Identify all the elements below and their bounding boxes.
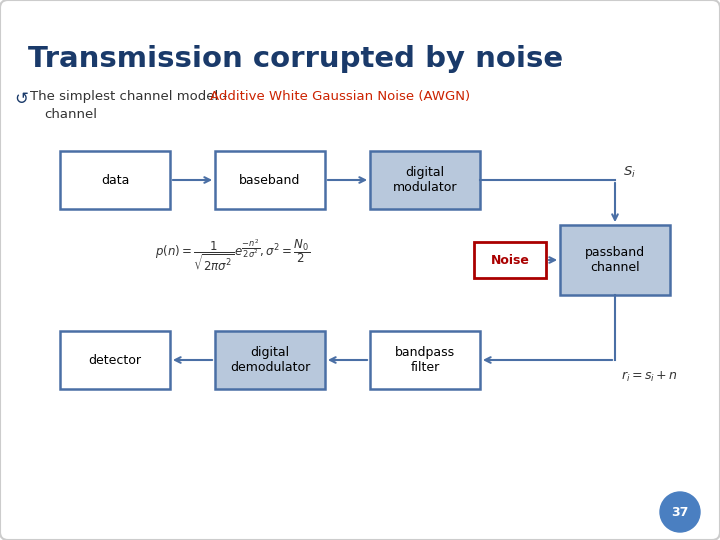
Text: $p(n) = \dfrac{1}{\sqrt{2\pi\sigma^2}} e^{\dfrac{-n^2}{2\sigma^2}}, \sigma^2 = \: $p(n) = \dfrac{1}{\sqrt{2\pi\sigma^2}} e… (155, 237, 310, 273)
Text: baseband: baseband (239, 173, 301, 186)
Text: digital
modulator: digital modulator (392, 166, 457, 194)
Text: $S_i$: $S_i$ (623, 165, 636, 180)
Text: bandpass
filter: bandpass filter (395, 346, 455, 374)
Text: Additive White Gaussian Noise (AWGN): Additive White Gaussian Noise (AWGN) (210, 90, 470, 103)
Text: passband
channel: passband channel (585, 246, 645, 274)
Text: $r_i = s_i + n$: $r_i = s_i + n$ (621, 370, 678, 384)
Bar (370, 151, 480, 209)
Text: 37: 37 (671, 505, 689, 518)
Bar (560, 225, 670, 295)
Bar (215, 331, 325, 389)
Text: The simplest channel model -: The simplest channel model - (30, 90, 232, 103)
Text: Noise: Noise (490, 253, 529, 267)
Bar (370, 331, 480, 389)
Circle shape (660, 492, 700, 532)
Bar (215, 151, 325, 209)
Text: data: data (101, 173, 129, 186)
Text: channel: channel (44, 108, 97, 121)
Bar (60, 331, 170, 389)
Text: ↺: ↺ (14, 90, 28, 108)
Text: detector: detector (89, 354, 142, 367)
Text: Transmission corrupted by noise: Transmission corrupted by noise (28, 45, 563, 73)
Bar (474, 242, 546, 278)
Bar (60, 151, 170, 209)
Text: digital
demodulator: digital demodulator (230, 346, 310, 374)
